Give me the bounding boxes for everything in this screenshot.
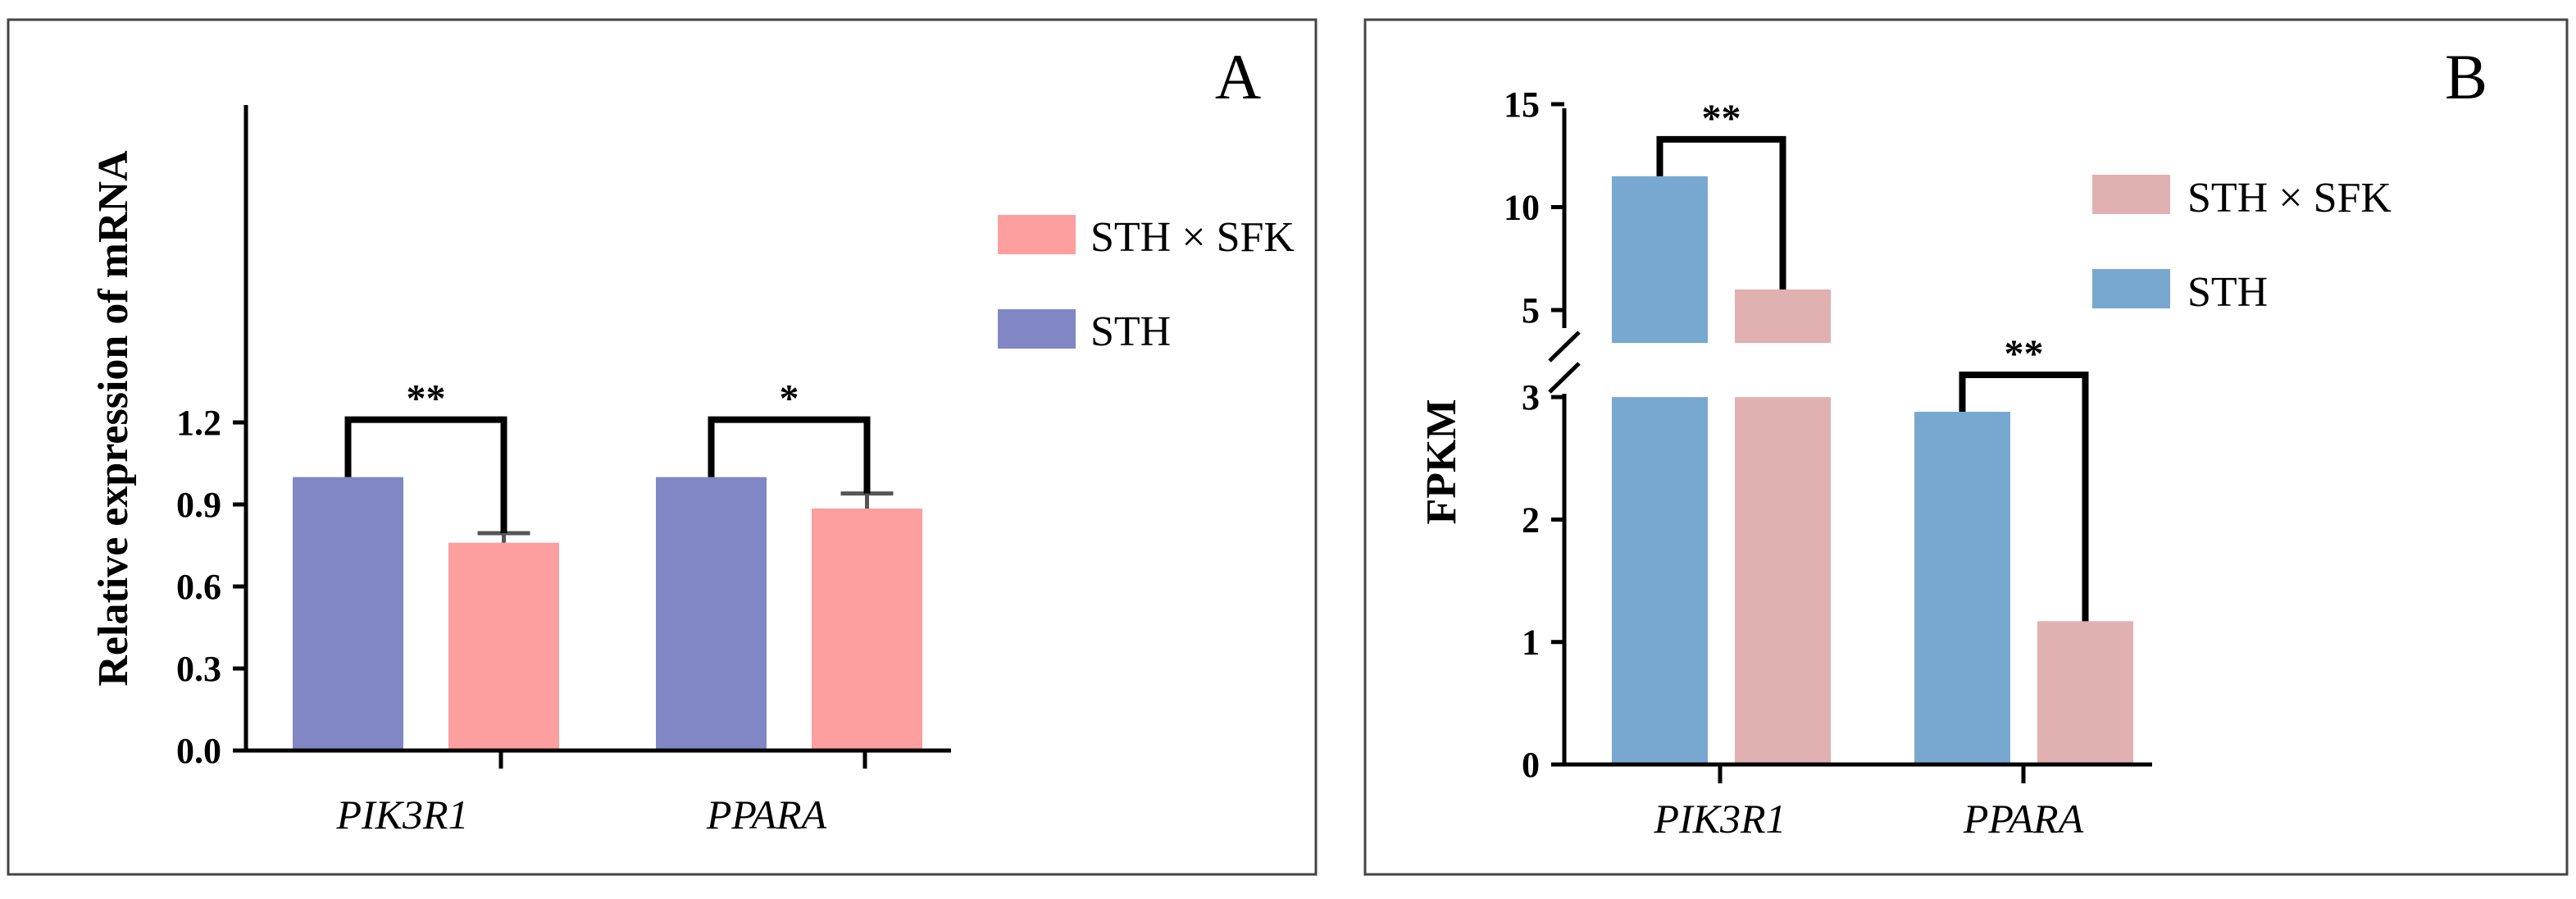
panel-a-significance-label-ppara: * bbox=[780, 377, 799, 421]
panel-b-x-ticks: PIK3R1 PPARA bbox=[1653, 764, 2084, 842]
panel-b-y-tick-label: 1 bbox=[1522, 623, 1540, 663]
panel-b-legend-label-sth-sfk: STH × SFK bbox=[2187, 175, 2392, 221]
panel-a-y-tick-label: 0.0 bbox=[176, 731, 221, 771]
panel-a-significance-label-pik3r1: ** bbox=[407, 377, 446, 421]
panel-b-significance-label-ppara: ** bbox=[2005, 332, 2044, 376]
panel-a-significance-bracket-ppara bbox=[708, 416, 871, 494]
panel-b-significance-bracket-pik3r1 bbox=[1656, 135, 1786, 290]
panel-b-bar-sth-pik3r1-upper bbox=[1612, 176, 1708, 344]
panel-b-label: B bbox=[2445, 41, 2487, 112]
panel-a-x-tick-label-ppara: PPARA bbox=[706, 792, 827, 837]
panel-b-significance: ** ** bbox=[1656, 97, 2089, 622]
panel-b-border bbox=[1363, 18, 2569, 876]
panel-a-bar-sth-sfk-pik3r1 bbox=[448, 542, 559, 751]
panel-a-bar-sth-pik3r1 bbox=[293, 477, 403, 751]
panel-b: 0 1 2 3 5 10 15 PIK3R1 PPARA ** ** FPKM B STH × … bbox=[1363, 18, 2569, 876]
panel-b-y-ticks: 0 1 2 3 5 10 15 bbox=[1504, 84, 1564, 785]
panel-a-y-ticks: 0.0 0.3 0.6 0.9 1.2 bbox=[176, 403, 246, 771]
panel-a-label: A bbox=[1215, 41, 1261, 112]
panel-b-axis-break-mark-upper bbox=[1548, 331, 1581, 363]
panel-b-y-tick-label: 15 bbox=[1504, 84, 1540, 125]
panel-a-bars bbox=[293, 477, 922, 751]
panel-a-x-tick-label-pik3r1: PIK3R1 bbox=[335, 792, 468, 837]
panel-a-y-tick-label: 0.9 bbox=[176, 485, 221, 525]
panel-b-legend-swatch-sth-sfk bbox=[2092, 175, 2170, 214]
panel-a-bar-sth-sfk-ppara bbox=[812, 509, 922, 751]
panel-b-y-axis-label: FPKM bbox=[1418, 399, 1465, 524]
panel-a-legend-label-sth: STH bbox=[1090, 308, 1171, 355]
panel-b-significance-label-pik3r1: ** bbox=[1702, 97, 1741, 140]
panel-a-y-tick-label: 1.2 bbox=[176, 403, 221, 443]
panel-b-x-tick-label-ppara: PPARA bbox=[1963, 796, 2084, 842]
panel-b-bar-sth-sfk-pik3r1-lower bbox=[1735, 397, 1831, 764]
panel-a-legend-swatch-sth bbox=[998, 309, 1076, 349]
panel-b-significance-bracket-ppara bbox=[1959, 372, 2089, 622]
panel-a-legend-swatch-sth-sfk bbox=[998, 215, 1076, 254]
panel-a-significance-bracket-pik3r1 bbox=[344, 416, 507, 534]
panel-a-legend-label-sth-sfk: STH × SFK bbox=[1090, 214, 1295, 261]
panel-b-x-tick-label-pik3r1: PIK3R1 bbox=[1653, 796, 1786, 842]
panel-b-bar-sth-sfk-pik3r1-upper bbox=[1735, 289, 1831, 344]
panel-b-bar-sth-pik3r1-lower bbox=[1612, 397, 1708, 764]
panel-b-axis-break-mark-lower bbox=[1548, 362, 1581, 394]
panel-b-legend-swatch-sth bbox=[2092, 269, 2170, 308]
panel-b-y-tick-label: 3 bbox=[1522, 377, 1540, 418]
panel-b-y-tick-label: 10 bbox=[1504, 188, 1540, 228]
panel-b-bar-sth-ppara bbox=[1914, 412, 2010, 764]
panel-a-x-ticks: PIK3R1 PPARA bbox=[335, 751, 867, 837]
panel-a-bar-sth-ppara bbox=[656, 477, 767, 751]
panel-b-y-tick-label: 5 bbox=[1522, 290, 1540, 331]
panel-b-y-tick-label: 2 bbox=[1522, 500, 1540, 540]
panel-a-significance: ** * bbox=[344, 377, 871, 534]
panel-a: 0.00.30.60.91.2 PIK3R1 PPARA ** * Relative… bbox=[7, 18, 1318, 876]
panel-b-legend-label-sth: STH bbox=[2187, 269, 2268, 316]
panel-a-y-tick-label: 0.6 bbox=[176, 567, 221, 607]
panel-b-bar-sth-sfk-ppara bbox=[2037, 621, 2133, 764]
panel-a-border bbox=[7, 18, 1318, 876]
panel-b-y-tick-label: 0 bbox=[1522, 745, 1540, 785]
panel-b-bars bbox=[1612, 176, 2133, 764]
panel-a-y-axis-label: Relative expression of mRNA bbox=[90, 150, 137, 687]
panel-a-y-tick-label: 0.3 bbox=[176, 649, 221, 689]
